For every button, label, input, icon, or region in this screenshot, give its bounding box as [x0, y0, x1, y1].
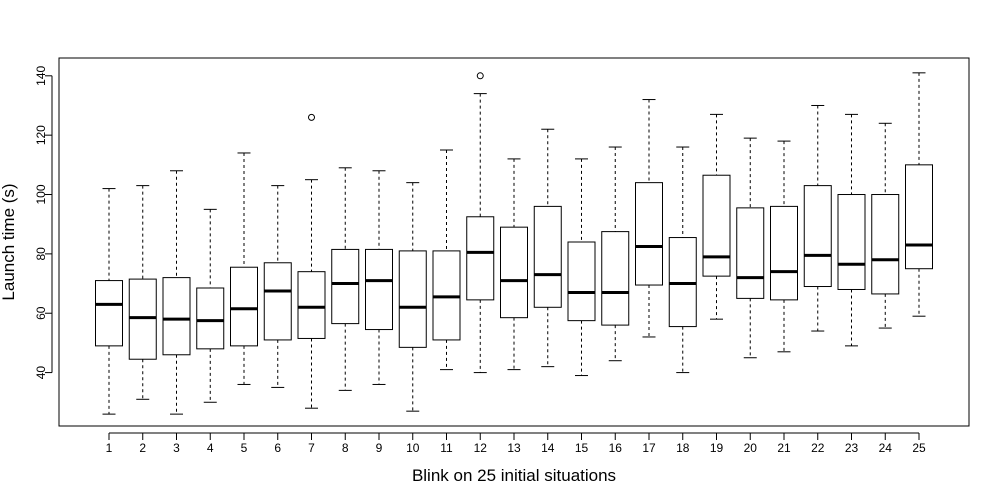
x-tick-label: 23	[845, 441, 859, 455]
iqr-box	[533, 205, 562, 308]
outlier-point	[308, 113, 315, 121]
box-group-2	[128, 185, 157, 400]
box-group-17	[635, 99, 663, 338]
x-tick-label: 5	[241, 441, 248, 455]
iqr-box	[702, 174, 731, 277]
iqr-box	[736, 207, 765, 299]
box-group-9	[365, 170, 393, 385]
box-group-18	[668, 146, 697, 374]
y-tick-label: 140	[34, 65, 48, 85]
x-axis: 1 2 3 4 5 6 7 8 9 10 11 12 13 14 15 16 17 18 19 20 21 22 23 24 2…	[106, 432, 926, 455]
y-tick-label: 60	[34, 306, 48, 320]
box-group-10	[398, 182, 427, 412]
box-group-23	[837, 113, 866, 347]
x-tick-label: 16	[609, 441, 623, 455]
box-group-14	[533, 128, 562, 368]
iqr-box	[905, 164, 933, 270]
iqr-box	[871, 194, 900, 295]
iqr-box	[365, 248, 393, 331]
iqr-box	[331, 248, 360, 325]
iqr-box	[837, 194, 866, 290]
x-tick-label: 24	[879, 441, 893, 455]
x-tick-label: 21	[777, 441, 791, 455]
x-tick-label: 6	[274, 441, 281, 455]
iqr-box	[162, 277, 191, 356]
box-group-5	[230, 152, 258, 385]
x-tick-label: 11	[440, 441, 453, 455]
box-group-25	[905, 72, 933, 317]
iqr-box	[398, 250, 427, 348]
box-group-8	[331, 167, 360, 391]
box-group-20	[736, 137, 765, 359]
iqr-box	[95, 280, 123, 347]
x-tick-label: 13	[507, 441, 521, 455]
x-tick-label: 14	[541, 441, 555, 455]
x-tick-label: 19	[710, 441, 724, 455]
box-group-13	[500, 158, 528, 371]
iqr-box	[297, 271, 326, 339]
x-tick-label: 1	[106, 441, 113, 455]
y-axis: 40 60 80 100 120 140	[34, 65, 53, 380]
box-group-15	[567, 158, 596, 377]
x-tick-label: 4	[207, 441, 214, 455]
outlier-point	[476, 72, 484, 80]
x-tick-label: 8	[342, 441, 349, 455]
y-tick-label: 100	[34, 184, 48, 204]
iqr-box	[803, 185, 832, 288]
iqr-box	[196, 287, 225, 350]
iqr-box	[601, 231, 630, 326]
boxes-layer	[95, 72, 933, 415]
x-tick-label: 17	[642, 441, 656, 455]
x-tick-label: 18	[676, 441, 690, 455]
box-group-11	[432, 149, 461, 371]
box-group-21	[770, 140, 798, 353]
x-tick-label: 25	[912, 441, 926, 455]
iqr-box	[635, 182, 663, 286]
y-axis-title: Launch time (s)	[0, 183, 18, 300]
box-group-4	[196, 208, 225, 403]
y-tick-label: 120	[34, 125, 48, 145]
box-group-7	[297, 113, 326, 409]
box-group-22	[803, 104, 832, 332]
box-group-12	[466, 72, 495, 374]
x-tick-label: 20	[744, 441, 758, 455]
iqr-box	[230, 266, 258, 347]
iqr-box	[567, 241, 596, 322]
iqr-box	[500, 226, 528, 319]
x-tick-label: 2	[139, 441, 146, 455]
x-tick-label: 9	[376, 441, 383, 455]
x-tick-label: 7	[308, 441, 315, 455]
y-tick-label: 40	[34, 366, 48, 380]
x-axis-title: Blink on 25 initial situations	[412, 466, 616, 485]
plot-frame	[58, 57, 970, 427]
y-tick-label: 80	[34, 247, 48, 261]
x-tick-label: 15	[575, 441, 589, 455]
box-group-6	[263, 185, 292, 388]
box-group-1	[95, 188, 123, 415]
x-tick-label: 22	[811, 441, 825, 455]
iqr-box	[263, 262, 292, 341]
iqr-box	[770, 205, 798, 301]
x-tick-label: 10	[406, 441, 420, 455]
box-group-19	[702, 113, 731, 320]
iqr-box	[466, 216, 495, 301]
box-group-16	[601, 146, 630, 362]
box-group-3	[162, 170, 191, 415]
x-tick-label: 3	[173, 441, 180, 455]
x-tick-label: 12	[474, 441, 488, 455]
box-group-24	[871, 122, 900, 329]
